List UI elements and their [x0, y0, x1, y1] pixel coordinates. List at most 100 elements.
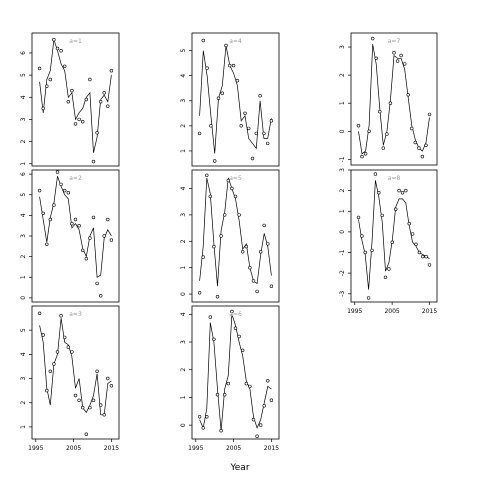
data-point	[251, 279, 256, 283]
data-point	[52, 37, 56, 42]
data-point	[95, 369, 99, 373]
y-tick-label: 0	[180, 292, 187, 296]
data-point	[360, 154, 364, 159]
data-point	[241, 250, 245, 254]
x-tick-label: 1995	[347, 308, 362, 315]
data-point	[45, 242, 49, 247]
data-point	[269, 119, 274, 123]
data-point	[370, 248, 374, 253]
data-point	[378, 109, 382, 114]
panel-label: a=5	[229, 175, 242, 182]
data-point	[62, 64, 67, 69]
fit-line	[199, 45, 272, 154]
data-point	[73, 393, 78, 398]
y-tick-label: 2	[20, 401, 27, 405]
data-point	[233, 326, 238, 330]
panel-2: 0 1 2 3 4 5 6 a=2	[20, 169, 120, 303]
y-tick-label: 5	[20, 328, 27, 332]
data-point	[399, 53, 403, 58]
x-tick-label: 1995	[188, 445, 203, 452]
data-point	[427, 263, 432, 267]
data-point	[266, 379, 270, 383]
data-point	[201, 426, 205, 430]
x-tick-label: 2015	[104, 445, 119, 452]
y-tick-label: -1	[339, 156, 346, 162]
data-point	[404, 188, 408, 193]
y-tick-label: 2	[20, 255, 27, 259]
data-point	[88, 236, 92, 240]
y-tick-label: 2	[180, 368, 187, 372]
panel-label: a=2	[69, 175, 82, 182]
panel-frame	[350, 32, 438, 166]
data-point	[390, 240, 394, 244]
data-point	[248, 266, 252, 270]
y-tick-label: 1	[20, 162, 27, 166]
y-tick-label: 1	[180, 266, 187, 270]
panel-7: -1 0 1 2 3 a=7	[339, 32, 438, 166]
y-tick-label: 4	[180, 312, 187, 316]
y-tick-label: 1	[180, 149, 187, 153]
data-point	[98, 294, 103, 298]
panel-label: a=4	[229, 38, 242, 45]
data-point	[251, 417, 256, 422]
fit-line	[39, 318, 112, 416]
x-tick-label: 2015	[422, 308, 437, 315]
data-point	[231, 63, 236, 68]
panel-label: a=1	[69, 38, 82, 45]
data-point	[91, 159, 96, 164]
data-point	[239, 124, 243, 128]
data-point	[259, 423, 263, 427]
panel-label: a=8	[388, 175, 401, 182]
data-point	[262, 223, 266, 228]
data-point	[262, 131, 266, 136]
data-point	[59, 182, 63, 187]
x-axis-label: Year	[229, 463, 249, 473]
y-tick-label: 5	[20, 193, 27, 197]
data-point	[109, 68, 114, 73]
data-point	[80, 248, 85, 253]
panel-frame	[191, 305, 280, 440]
data-point	[414, 242, 418, 247]
x-tick-label: 2005	[226, 445, 241, 452]
data-point	[356, 123, 361, 128]
y-tick-label: 0	[339, 230, 346, 234]
data-point	[197, 415, 202, 419]
data-point	[427, 112, 432, 117]
data-point	[52, 362, 56, 366]
panel-4: 1 2 3 4 5 a=4	[180, 32, 280, 167]
data-point	[37, 66, 42, 71]
data-point	[98, 99, 103, 104]
data-point	[205, 415, 209, 419]
data-point	[235, 78, 240, 83]
data-point	[212, 337, 216, 341]
data-point	[208, 194, 213, 199]
panel-frame	[191, 32, 280, 167]
data-point	[269, 398, 274, 402]
y-tick-label: 2	[20, 140, 27, 144]
data-point	[410, 232, 415, 236]
data-point	[407, 221, 411, 226]
data-point	[213, 159, 217, 163]
data-point	[106, 376, 110, 381]
panel-label: a=6	[229, 311, 242, 318]
data-point	[70, 221, 74, 226]
data-point	[45, 84, 49, 88]
data-point	[366, 296, 371, 300]
data-point	[216, 96, 221, 100]
y-tick-label: 3	[20, 234, 27, 238]
y-tick-label: 4	[180, 74, 187, 78]
data-point	[388, 101, 393, 105]
data-point	[397, 188, 401, 193]
data-point	[377, 191, 381, 195]
data-point	[55, 46, 60, 51]
data-point	[233, 194, 238, 199]
y-tick-label: 1	[180, 395, 187, 399]
x-tick-label: 2005	[384, 308, 399, 315]
data-point	[258, 93, 262, 98]
y-tick-label: 3	[339, 45, 346, 49]
data-point	[226, 178, 231, 183]
data-point	[52, 203, 56, 207]
data-point	[95, 281, 99, 286]
panel-label: a=7	[388, 38, 401, 45]
